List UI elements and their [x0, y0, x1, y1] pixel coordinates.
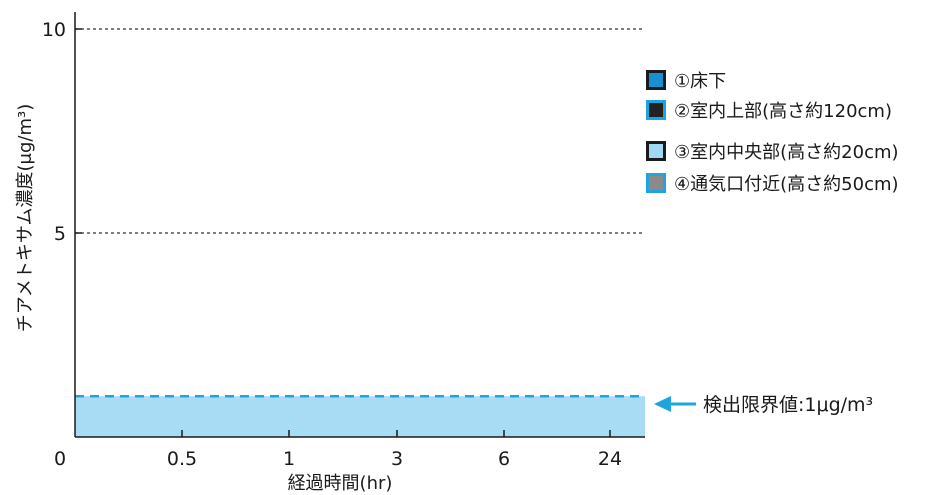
legend-label: ②室内上部(高さ約120cm): [674, 101, 892, 122]
below-limit-area: [75, 396, 645, 437]
legend-swatch-inner: [649, 73, 663, 87]
below-detection-area: [75, 396, 645, 437]
grid-lines: [75, 28, 645, 234]
y-axis-label: チアメトキサム濃度(μg/m³): [15, 104, 36, 332]
legend-item: ④通気口付近(高さ約50cm): [646, 173, 899, 195]
arrow-head: [654, 396, 671, 412]
legend-item: ③室内中央部(高さ約20cm): [646, 141, 899, 163]
x-tick-label: 3: [391, 448, 403, 470]
x-axis-label: 経過時間(hr): [288, 473, 393, 494]
legend-label: ③室内中央部(高さ約20cm): [674, 142, 899, 163]
legend-swatch-inner: [649, 144, 663, 158]
detection-limit-label: 検出限界値:1μg/m³: [703, 394, 873, 416]
x-tick-labels: 0 0.5 1 3 6 24: [54, 448, 622, 470]
axes: [74, 12, 645, 438]
y-tick-label: 10: [42, 19, 66, 41]
legend-item: ①床下: [646, 70, 726, 92]
legend: ①床下 ②室内上部(高さ約120cm) ③室内中央部(高さ約20cm) ④通気口付近(…: [646, 70, 899, 195]
legend-item: ②室内上部(高さ約120cm): [646, 100, 892, 122]
x-tick-label: 0.5: [167, 448, 197, 470]
x-tick-label: 0: [54, 448, 66, 470]
detection-limit-annotation: 検出限界値:1μg/m³: [654, 394, 873, 416]
legend-label: ①床下: [674, 71, 726, 92]
legend-swatch-inner: [649, 103, 663, 117]
legend-swatch-inner: [649, 176, 663, 190]
x-tick-label: 1: [283, 448, 295, 470]
legend-label: ④通気口付近(高さ約50cm): [674, 174, 899, 195]
y-tick-labels: 5 10: [42, 19, 66, 245]
y-tick-label: 5: [54, 223, 66, 245]
x-tick-label: 6: [498, 448, 510, 470]
x-tick-label: 24: [598, 448, 622, 470]
